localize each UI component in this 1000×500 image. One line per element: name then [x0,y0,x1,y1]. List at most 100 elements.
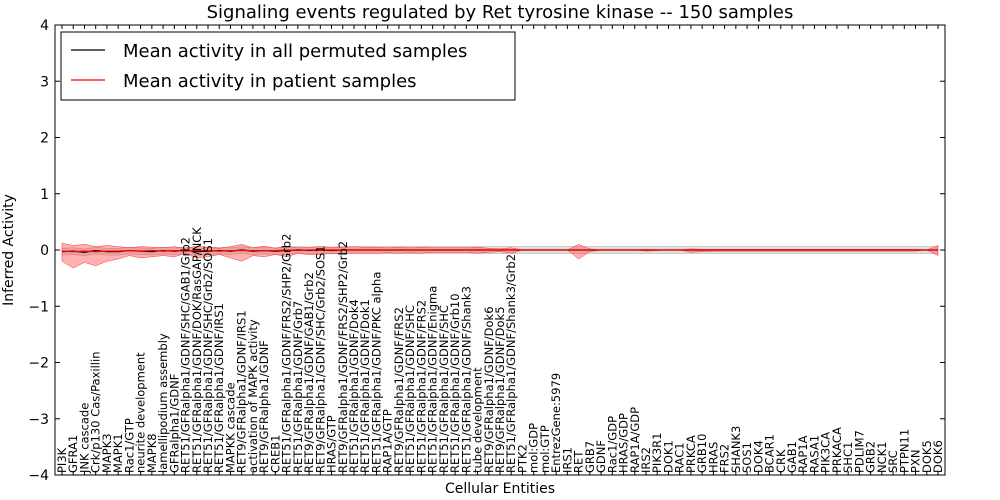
x-category-label: RAP1A/GTP [381,409,395,473]
x-category-label: CREB1 [268,435,282,474]
legend-label-patient: Mean activity in patient samples [123,71,417,92]
x-category-label: RET9/GFRalpha1/GDNF/Dok6 [482,306,496,473]
x-category-label: neurite development [134,352,148,473]
x-category-label: GRB10 [695,434,709,473]
x-category-label: RET9/GFRalpha1/GDNF/FRS2 [392,307,406,473]
x-category-label: HRAS/GTP [325,415,339,473]
x-category-label: RET51/GFRalpha1/GDNF/SHC/Grb2/SOS1 [201,238,215,473]
x-category-label: HRAS [706,442,720,473]
y-axis: −4 −3 −2 −1 0 1 2 3 4 [28,18,945,484]
x-category-label: MAPK1 [111,433,125,473]
x-category-label: RET51/GFRalpha1/GDNF/Shank3 [459,286,473,473]
x-category-label: Rac1/GTP [122,418,136,473]
x-category-label: RET51/GFRalpha1/GDNF/Dok1 [358,299,372,473]
x-category-label: RET51/GFRalpha1/GDNF/Dok4 [347,299,361,473]
y-tick-label: −3 [28,412,49,428]
y-tick-label: −4 [28,468,49,484]
x-category-label: RET51/GFRalpha1/GDNF/DOK/RasGAP/NCK [190,227,204,473]
x-category-label: NCK1 [875,442,889,474]
x-category-label: GFRalpha1/GDNF [167,374,181,473]
x-category-label: DOK4 [751,440,765,473]
y-tick-label: 3 [40,74,49,90]
x-category-label: RET [572,450,586,473]
x-category-label: PRKCA [684,435,698,473]
x-category-label: PIK3CA [819,432,833,473]
legend-label-permuted: Mean activity in all permuted samples [123,41,467,62]
x-category-label: PDLIM7 [852,430,866,473]
x-category-label: lamellipodium assembly [156,333,170,473]
legend-box [60,31,516,101]
x-category-label: PXN [909,450,923,473]
x-category-label: PTK2 [515,444,529,473]
y-tick-label: 0 [40,243,49,259]
x-category-label: FRS2 [718,444,732,473]
x-category-label: Rac1/GDP [605,416,619,473]
x-category-label: RET9/GFRalpha1/GDNF/Dok5 [493,306,507,473]
x-category-label: EntrezGene:5979 [549,373,563,473]
x-category-label: SOS1 [740,442,754,473]
y-tick-label: 1 [40,187,49,203]
x-category-label: DOK1 [661,440,675,473]
patient-mean-line [61,249,938,253]
x-category-label: MAPKK cascade [223,382,237,473]
x-category-label: PI3K [55,447,69,473]
x-category-label: CRK [774,449,788,473]
x-category-label: PRKACA [830,427,844,473]
x-category-label: IRS2 [639,447,653,473]
x-category-label: SHANK3 [729,426,743,473]
x-category-label: GDNF [594,440,608,473]
x-category-label: RET51/GFRalpha1/GDNF/Grb7 [291,301,305,473]
x-category-label: RET9/GFRalpha1/GDNF/SHC/Grb2/SOS1 [313,245,327,473]
x-category-label: RET51/GFRalpha1/GDNF/Enigma [426,286,440,473]
x-category-label: mol:GTP [538,425,552,473]
x-category-label: GRB7 [583,441,597,473]
x-category-label: SRC [886,450,900,473]
x-category-label: RET51/GFRalpha1/GDNF/SHC [437,305,451,473]
x-category-label: HRAS/GDP [617,413,631,473]
legend: Mean activity in all permuted samples Me… [60,31,516,101]
x-category-label: RET51/GFRalpha1/GDNF/Shank3/Grb2 [504,254,518,473]
x-category-label: RAC1 [673,442,687,473]
y-tick-label: −1 [28,299,49,315]
x-category-label: DOK5 [920,440,934,473]
x-axis-label: Cellular Entities [445,481,555,497]
x-category-label: SHC1 [841,442,855,473]
y-axis-label: Inferred Activity [1,194,17,306]
x-category-label: IRS1 [560,447,574,473]
x-category-label: RET51/GFRalpha1/GDNF/FRS2 [414,300,428,473]
x-category-label: tube development [471,367,485,473]
x-category-label: RET51/GFRalpha1/GDNF/IRS1 [212,303,226,473]
x-category-label: RET9/GFRalpha1/GDNF/IRS1 [235,310,249,473]
x-category-label: MAPK3 [100,433,114,473]
x-category-label: RET9/GFRalpha1/GDNF/GAB1/Grb2 [302,272,316,473]
x-category-label: GRB2 [864,441,878,473]
x-category-label: RET51/GFRalpha1/GDNF/Grb10 [448,293,462,473]
x-category-label: RET51/GFRalpha1/GDNF/SHC/GAB1/Grb2 [179,237,193,473]
y-tick-label: −2 [28,356,49,372]
x-category-label: Crk/p130 Cas/Paxillin [89,352,103,473]
x-category-label: DOK6 [931,440,945,473]
x-category-label: RASA1 [807,435,821,473]
x-category-label: MAPK8 [145,433,159,473]
x-category-label: GAB1 [785,441,799,473]
x-category-label: RET9/GFRalpha1/GDNF/FRS2/SHP2/Grb2 [336,241,350,473]
y-tick-label: 2 [40,131,49,147]
x-category-label: RET51/GFRalpha1/GDNF/FRS2/SHP2/Grb2 [280,234,294,473]
x-category-label: RET51/GFRalpha1/GDNF/SHC [403,305,417,473]
x-category-label: GFRA1 [66,435,80,473]
x-category-label: RET51/GFRalpha1/GDNF/PKC alpha [369,272,383,473]
x-category-label: PTPN11 [897,429,911,473]
x-category-label: activation of MAPK activity [246,319,260,473]
x-category-label: RAP1A [796,435,810,473]
y-tick-label: 4 [40,18,49,34]
x-category-label: RAP1A/GDP [628,407,642,473]
chart-title: Signaling events regulated by Ret tyrosi… [207,2,794,23]
x-category-label: PIK3R1 [650,433,664,474]
x-category-label: JNK cascade [77,403,91,474]
x-category-label: BCAR1 [763,434,777,473]
x-category-label: mol:GDP [527,423,541,473]
lines-layer [61,249,938,253]
x-category-label: RET9/GFRalpha1/GDNF [257,340,271,473]
